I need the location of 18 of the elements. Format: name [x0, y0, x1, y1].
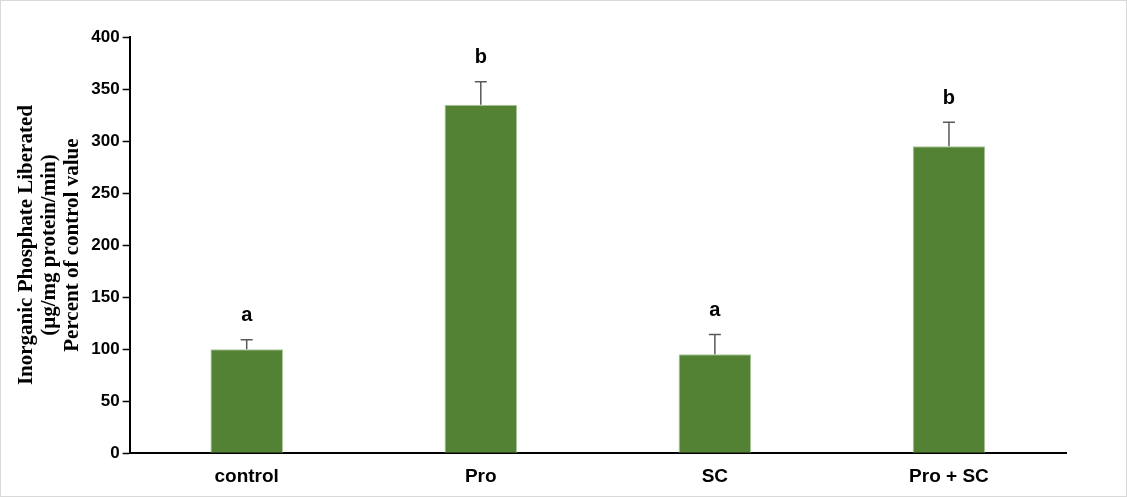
annotation: a: [709, 298, 722, 321]
y-tick-label: 400: [91, 26, 120, 46]
annotation: b: [942, 85, 956, 108]
annotation: a: [241, 303, 254, 326]
annotation: b: [474, 45, 487, 68]
x-tick-label: Pro + SC: [909, 464, 990, 486]
y-tick-label: 100: [91, 338, 120, 358]
y-tick-label: 300: [91, 130, 120, 150]
x-tick-label: control: [214, 464, 279, 486]
y-tick-label: 0: [110, 442, 120, 462]
y-tick-label: 200: [91, 234, 120, 254]
x-tick-label: Pro: [464, 464, 497, 486]
x-tick-label: SC: [701, 464, 729, 486]
y-tick-label: 50: [100, 390, 120, 410]
y-tick-label: 350: [91, 78, 120, 98]
y-tick-label: 150: [91, 286, 120, 306]
y-tick-label: 250: [91, 182, 120, 202]
y-axis-title: Inorganic Phosphate Liberated (µg/mg protein/min) Percent of control value: [12, 104, 84, 386]
